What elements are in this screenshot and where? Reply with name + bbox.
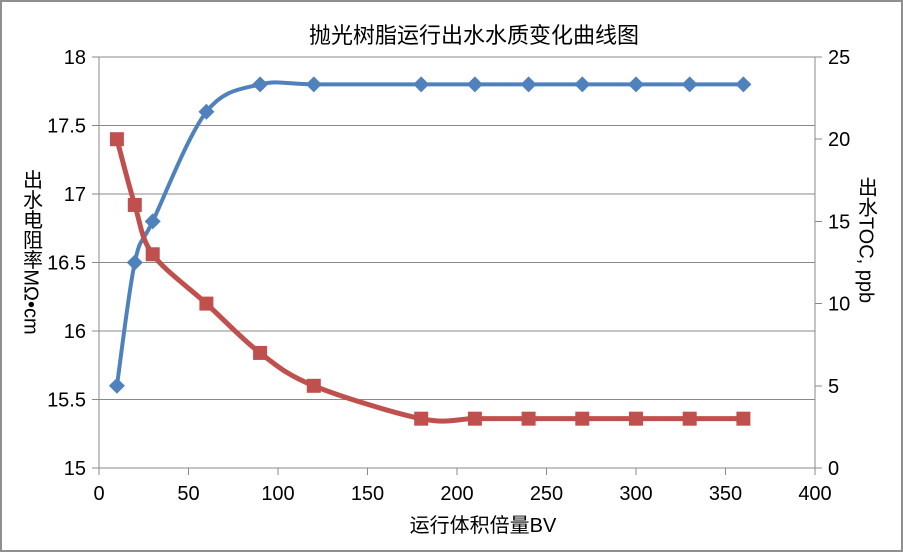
data-point-diamond bbox=[735, 76, 752, 93]
data-point-diamond bbox=[681, 76, 698, 93]
x-tick-label: 300 bbox=[619, 483, 652, 505]
data-point-square bbox=[199, 296, 214, 311]
x-tick-label: 200 bbox=[440, 483, 473, 505]
data-point-diamond bbox=[198, 103, 215, 120]
right-axis-title: 出水TOC, ppb bbox=[854, 176, 877, 304]
series-line-square bbox=[114, 136, 746, 424]
y-left-tick-label: 18 bbox=[64, 47, 86, 69]
y-left-tick-label: 17.5 bbox=[47, 116, 86, 138]
data-point-diamond bbox=[144, 213, 161, 230]
x-axis-title: 运行体积倍量BV bbox=[409, 515, 557, 537]
data-point-diamond bbox=[305, 76, 322, 93]
data-point-square bbox=[575, 411, 590, 426]
data-point-square bbox=[736, 411, 751, 426]
chart-title: 抛光树脂运行出水水质变化曲线图 bbox=[308, 23, 640, 48]
data-point-square bbox=[145, 247, 160, 262]
x-tick-label: 100 bbox=[261, 483, 294, 505]
data-point-diamond bbox=[628, 76, 644, 93]
data-point-diamond bbox=[520, 76, 537, 93]
data-point-square bbox=[127, 197, 142, 212]
series-line-diamond bbox=[114, 80, 746, 388]
data-point-diamond bbox=[413, 76, 430, 93]
x-tick-label: 150 bbox=[351, 483, 384, 505]
y-left-tick-label: 15.5 bbox=[47, 390, 86, 412]
data-point-square bbox=[467, 411, 482, 426]
x-tick-label: 350 bbox=[709, 483, 742, 505]
left-axis-title: 出水电阻率MΩ•cm bbox=[19, 169, 42, 335]
data-point-square bbox=[253, 345, 268, 360]
y-left-tick-label: 16 bbox=[64, 321, 86, 343]
y-left-tick-label: 16.5 bbox=[47, 253, 86, 275]
x-tick-label: 0 bbox=[93, 483, 104, 505]
y-left-tick-label: 15 bbox=[64, 458, 86, 480]
data-point-diamond bbox=[466, 76, 483, 93]
y-right-tick-label: 5 bbox=[828, 376, 839, 398]
data-point-square bbox=[109, 132, 124, 147]
data-point-square bbox=[629, 411, 643, 426]
x-tick-label: 50 bbox=[177, 483, 199, 505]
data-point-square bbox=[306, 378, 321, 393]
data-point-square bbox=[521, 411, 536, 426]
y-right-tick-label: 15 bbox=[828, 211, 850, 233]
y-right-tick-label: 25 bbox=[828, 47, 850, 69]
data-point-square bbox=[414, 411, 429, 426]
y-left-tick-label: 17 bbox=[64, 184, 86, 206]
y-right-tick-label: 10 bbox=[828, 294, 850, 316]
y-right-tick-label: 0 bbox=[828, 458, 839, 480]
x-tick-label: 250 bbox=[530, 483, 563, 505]
data-point-diamond bbox=[108, 377, 125, 394]
y-right-tick-label: 20 bbox=[828, 129, 850, 151]
data-point-diamond bbox=[252, 76, 269, 93]
x-tick-label: 400 bbox=[798, 483, 831, 505]
data-point-diamond bbox=[126, 254, 143, 271]
data-point-diamond bbox=[574, 76, 591, 93]
data-point-square bbox=[682, 411, 697, 426]
